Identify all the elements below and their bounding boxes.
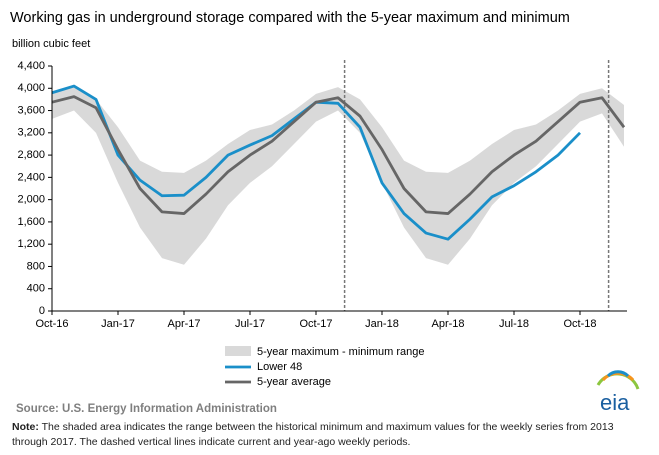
x-tick-label: Oct-16 <box>35 318 68 330</box>
y-tick-label: 4,000 <box>17 82 45 94</box>
range-band <box>52 87 624 265</box>
legend-label: 5-year maximum - minimum range <box>257 346 424 358</box>
legend-label: Lower 48 <box>257 361 302 373</box>
y-tick-label: 1,200 <box>17 238 45 250</box>
logo-text: eia <box>600 390 630 415</box>
legend-label: 5-year average <box>257 376 331 388</box>
y-tick-label: 2,800 <box>17 149 45 161</box>
y-tick-label: 3,600 <box>17 104 45 116</box>
y-tick-label: 4,400 <box>17 60 45 72</box>
chart-title: Working gas in underground storage compa… <box>10 10 570 26</box>
y-tick-label: 800 <box>27 260 45 272</box>
source: Source: U.S. Energy Information Administ… <box>16 403 277 415</box>
x-tick-label: Jan-18 <box>365 318 399 330</box>
y-tick-label: 1,600 <box>17 216 45 228</box>
x-tick-label: Jan-17 <box>101 318 135 330</box>
x-tick-label: Apr-18 <box>431 318 464 330</box>
x-tick-label: Oct-17 <box>299 318 332 330</box>
y-tick-label: 3,200 <box>17 127 45 139</box>
note-text: The shaded area indicates the range betw… <box>12 421 614 448</box>
note-label: Note: <box>12 421 39 433</box>
x-tick-label: Oct-18 <box>563 318 596 330</box>
y-tick-label: 400 <box>27 283 45 295</box>
y-tick-label: 0 <box>39 305 45 317</box>
x-tick-label: Apr-17 <box>167 318 200 330</box>
y-tick-label: 2,000 <box>17 194 45 206</box>
x-tick-label: Jul-17 <box>235 318 265 330</box>
y-tick-label: 2,400 <box>17 171 45 183</box>
note: Note: The shaded area indicates the rang… <box>12 420 652 450</box>
y-axis-label: billion cubic feet <box>12 38 90 50</box>
x-tick-label: Jul-18 <box>499 318 529 330</box>
series-line <box>51 95 626 215</box>
logo: eia <box>596 370 640 415</box>
legend-swatch <box>225 346 251 356</box>
